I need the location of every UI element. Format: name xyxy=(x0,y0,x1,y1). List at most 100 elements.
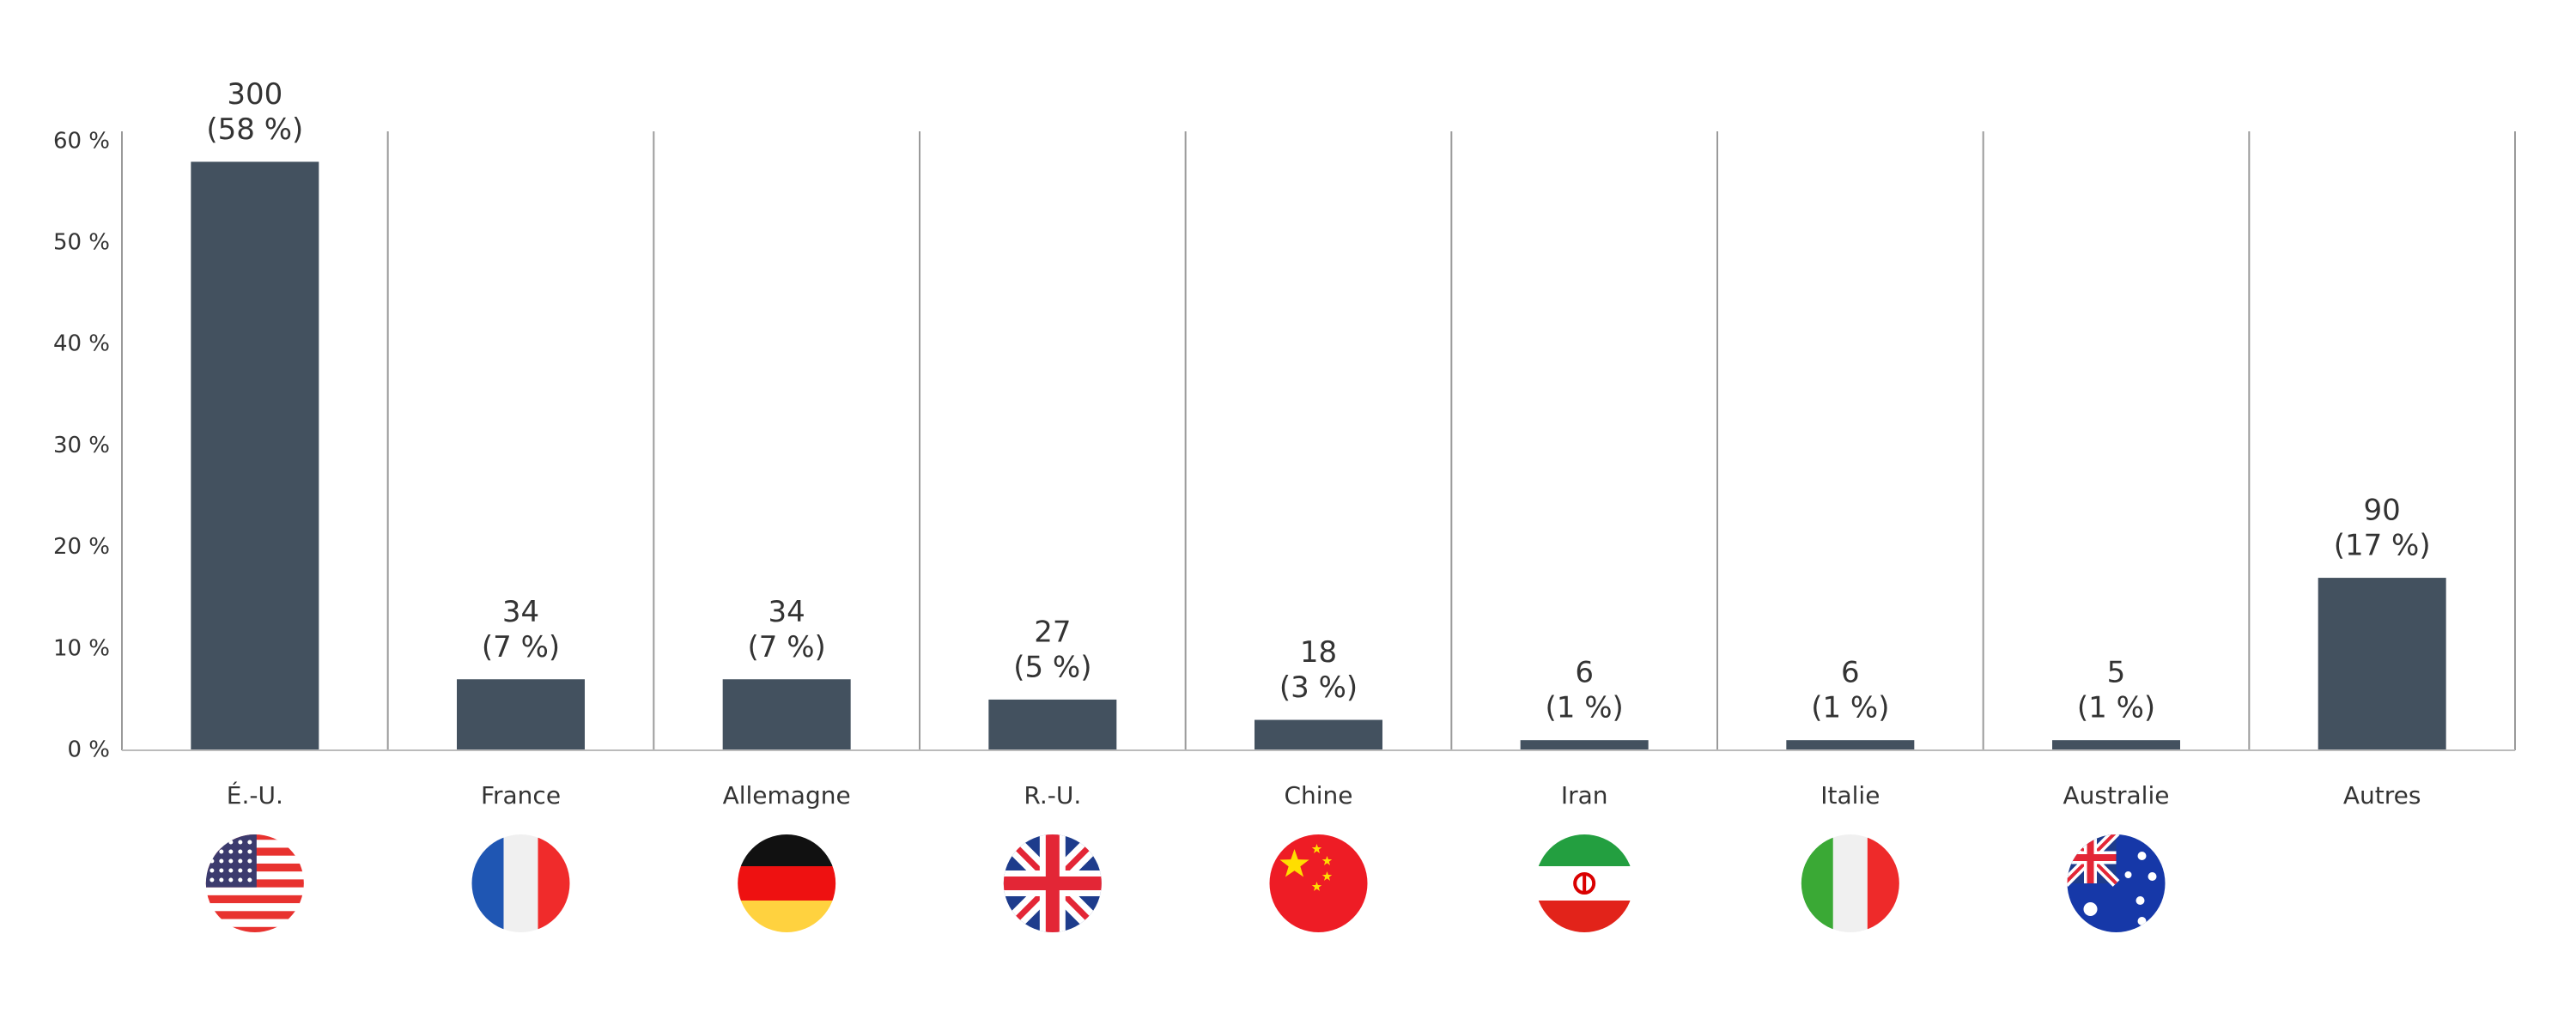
star xyxy=(1321,856,1333,865)
star xyxy=(210,849,215,854)
value-label: (58 %) xyxy=(206,112,303,147)
stripe xyxy=(738,866,836,901)
x-tick-label: Iran xyxy=(1561,781,1608,810)
value-label: (17 %) xyxy=(2334,529,2431,563)
value-label: (7 %) xyxy=(482,630,560,664)
star xyxy=(2137,917,2147,925)
star xyxy=(228,840,234,845)
star xyxy=(247,868,252,873)
star xyxy=(2148,872,2157,881)
x-tick-label: Allemagne xyxy=(723,781,851,810)
x-tick-label: Italie xyxy=(1820,781,1880,810)
count-label: 18 xyxy=(1300,635,1337,670)
stripe xyxy=(1867,834,1899,932)
star xyxy=(1321,871,1333,881)
star xyxy=(247,849,252,854)
flag xyxy=(1801,834,1899,932)
x-tick-label: Chine xyxy=(1284,781,1352,810)
stripe xyxy=(205,887,304,896)
star xyxy=(228,849,234,854)
star xyxy=(210,877,215,883)
bar xyxy=(988,699,1117,750)
value-label: (1 %) xyxy=(2077,691,2155,725)
y-tick-label: 10 % xyxy=(53,635,110,661)
star xyxy=(1279,849,1309,877)
count-label: 34 xyxy=(502,595,539,629)
count-label: 5 xyxy=(2107,656,2126,690)
bg xyxy=(1269,834,1368,932)
x-tick-label: France xyxy=(481,781,561,810)
stripe xyxy=(503,834,538,932)
stripe xyxy=(205,919,304,928)
count-label: 300 xyxy=(227,77,283,112)
star xyxy=(219,877,224,883)
union xyxy=(2067,834,2120,887)
stripe xyxy=(738,901,836,932)
star xyxy=(238,858,243,864)
star xyxy=(228,868,234,873)
star xyxy=(1311,882,1322,891)
value-label: (1 %) xyxy=(1546,691,1624,725)
star xyxy=(1311,844,1322,853)
star xyxy=(247,840,252,845)
bar xyxy=(722,679,851,750)
stripe xyxy=(471,834,504,932)
star xyxy=(2136,896,2145,905)
x-tick-label: Australie xyxy=(2063,781,2170,810)
value-label: (7 %) xyxy=(748,630,826,664)
stripe xyxy=(205,895,304,904)
star xyxy=(228,858,234,864)
star xyxy=(238,877,243,883)
star xyxy=(2083,902,2098,916)
x-tick-label: R.-U. xyxy=(1024,781,1081,810)
star xyxy=(219,840,224,845)
star xyxy=(2124,871,2132,878)
count-label: 27 xyxy=(1034,615,1071,649)
flag xyxy=(1535,834,1634,932)
value-label: (1 %) xyxy=(1811,691,1889,725)
y-tick-label: 0 % xyxy=(67,737,110,763)
stripe xyxy=(1535,834,1634,866)
star xyxy=(238,849,243,854)
star xyxy=(238,840,243,845)
y-tick-label: 30 % xyxy=(53,433,110,458)
bar xyxy=(457,679,585,750)
flag xyxy=(2067,834,2166,932)
star xyxy=(219,849,224,854)
star xyxy=(228,877,234,883)
bar xyxy=(2318,578,2446,750)
stripe xyxy=(738,834,836,866)
flag xyxy=(738,834,836,932)
bar xyxy=(1255,719,1382,750)
count-label: 6 xyxy=(1575,656,1594,690)
x-tick-label: É.-U. xyxy=(227,780,283,810)
count-label: 34 xyxy=(769,595,805,629)
star xyxy=(238,868,243,873)
flag xyxy=(471,834,570,932)
stripe xyxy=(205,903,304,912)
y-tick-label: 40 % xyxy=(53,331,110,357)
y-tick-label: 60 % xyxy=(53,128,110,154)
value-label: (5 %) xyxy=(1013,650,1091,684)
stripe xyxy=(1832,834,1868,932)
x-tick-label: Autres xyxy=(2343,781,2421,810)
y-tick-label: 50 % xyxy=(53,230,110,256)
count-label: 6 xyxy=(1841,656,1860,690)
star xyxy=(247,858,252,864)
cross xyxy=(1003,834,1102,932)
star xyxy=(2137,852,2147,860)
stripe xyxy=(205,911,304,920)
star xyxy=(219,858,224,864)
star xyxy=(210,868,215,873)
bar xyxy=(1520,740,1649,750)
stripe xyxy=(205,926,304,932)
stripe xyxy=(1535,901,1634,932)
flag xyxy=(1003,834,1102,932)
value-label: (3 %) xyxy=(1279,670,1358,705)
star xyxy=(219,868,224,873)
stripe xyxy=(1801,834,1833,932)
star xyxy=(210,858,215,864)
y-tick-label: 20 % xyxy=(53,534,110,560)
star xyxy=(210,840,215,845)
